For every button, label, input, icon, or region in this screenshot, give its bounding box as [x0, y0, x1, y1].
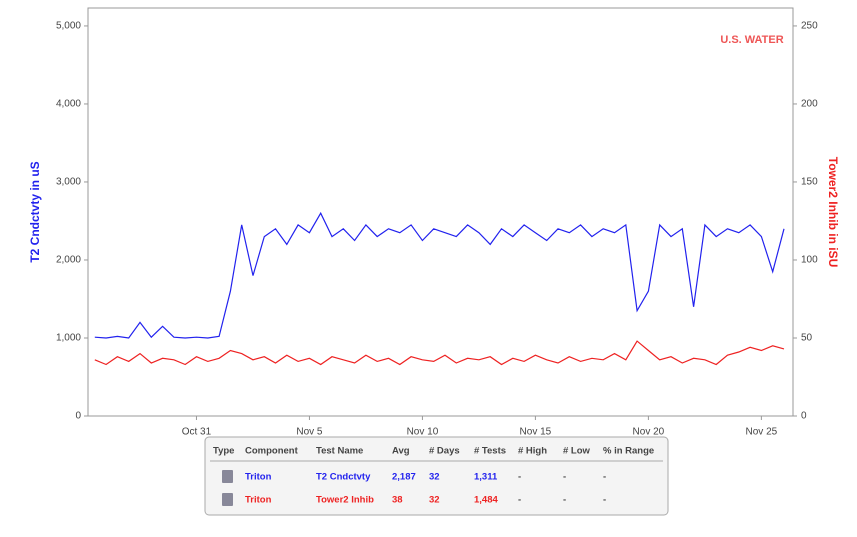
table-cell: 1,311 — [474, 472, 498, 483]
y-tick-label: 2,000 — [56, 255, 81, 266]
x-tick-label: Nov 20 — [633, 427, 665, 438]
series-line — [94, 211, 785, 339]
x-tick-label: Oct 31 — [182, 427, 212, 438]
table-header: Type — [213, 446, 234, 457]
y-tick-label: 1,000 — [56, 333, 81, 344]
y-tick-label: 5,000 — [56, 21, 81, 32]
type-icon — [222, 493, 233, 506]
table-cell: - — [563, 495, 566, 506]
x-tick-label: Nov 5 — [296, 427, 323, 438]
table-cell: - — [603, 495, 606, 506]
y-tick-label: 0 — [75, 411, 81, 422]
y2-axis-label: Tower2 Inhib in iSU — [826, 157, 840, 267]
table-cell: Triton — [245, 472, 272, 483]
y2-tick-label: 150 — [801, 177, 818, 188]
series-line — [94, 340, 785, 366]
x-tick-label: Nov 10 — [407, 427, 439, 438]
table-cell: - — [518, 472, 521, 483]
table-cell: Tower2 Inhib — [316, 495, 374, 506]
type-icon — [222, 470, 233, 483]
y2-tick-label: 100 — [801, 255, 818, 266]
table-header: # High — [518, 446, 547, 457]
table-cell: T2 Cndctvty — [316, 472, 371, 483]
table-header: Test Name — [316, 446, 363, 457]
y-tick-label: 4,000 — [56, 99, 81, 110]
table-cell: - — [518, 495, 521, 506]
table-cell: 32 — [429, 495, 440, 506]
logo: U.S. WATER — [720, 34, 783, 46]
y-axis-label: T2 Cndctvty in uS — [28, 161, 42, 262]
table-header: Component — [245, 446, 299, 457]
table-header: Avg — [392, 446, 410, 457]
table-cell: 32 — [429, 472, 440, 483]
table-cell: Triton — [245, 495, 272, 506]
table-header: # Low — [563, 446, 591, 457]
y2-tick-label: 50 — [801, 333, 813, 344]
table: Type Component Test Name Avg # Days # Tests # … — [210, 446, 663, 506]
summary-table — [204, 436, 669, 516]
y2-tick-label: 200 — [801, 99, 818, 110]
y2-tick-label: 0 — [801, 411, 807, 422]
table-cell: - — [603, 472, 606, 483]
table-cell: 1,484 — [474, 495, 498, 506]
y-tick-label: 3,000 — [56, 177, 81, 188]
y2-tick-label: 250 — [801, 21, 818, 32]
table-header: % in Range — [603, 446, 654, 457]
x-tick-label: Nov 15 — [520, 427, 552, 438]
table-cell: - — [563, 472, 566, 483]
table-header: # Days — [429, 446, 460, 457]
table-header: # Tests — [474, 446, 506, 457]
x-tick-label: Nov 25 — [746, 427, 778, 438]
plot-area — [87, 7, 794, 417]
table-cell: 38 — [392, 495, 403, 506]
table-cell: 2,187 — [392, 472, 416, 483]
